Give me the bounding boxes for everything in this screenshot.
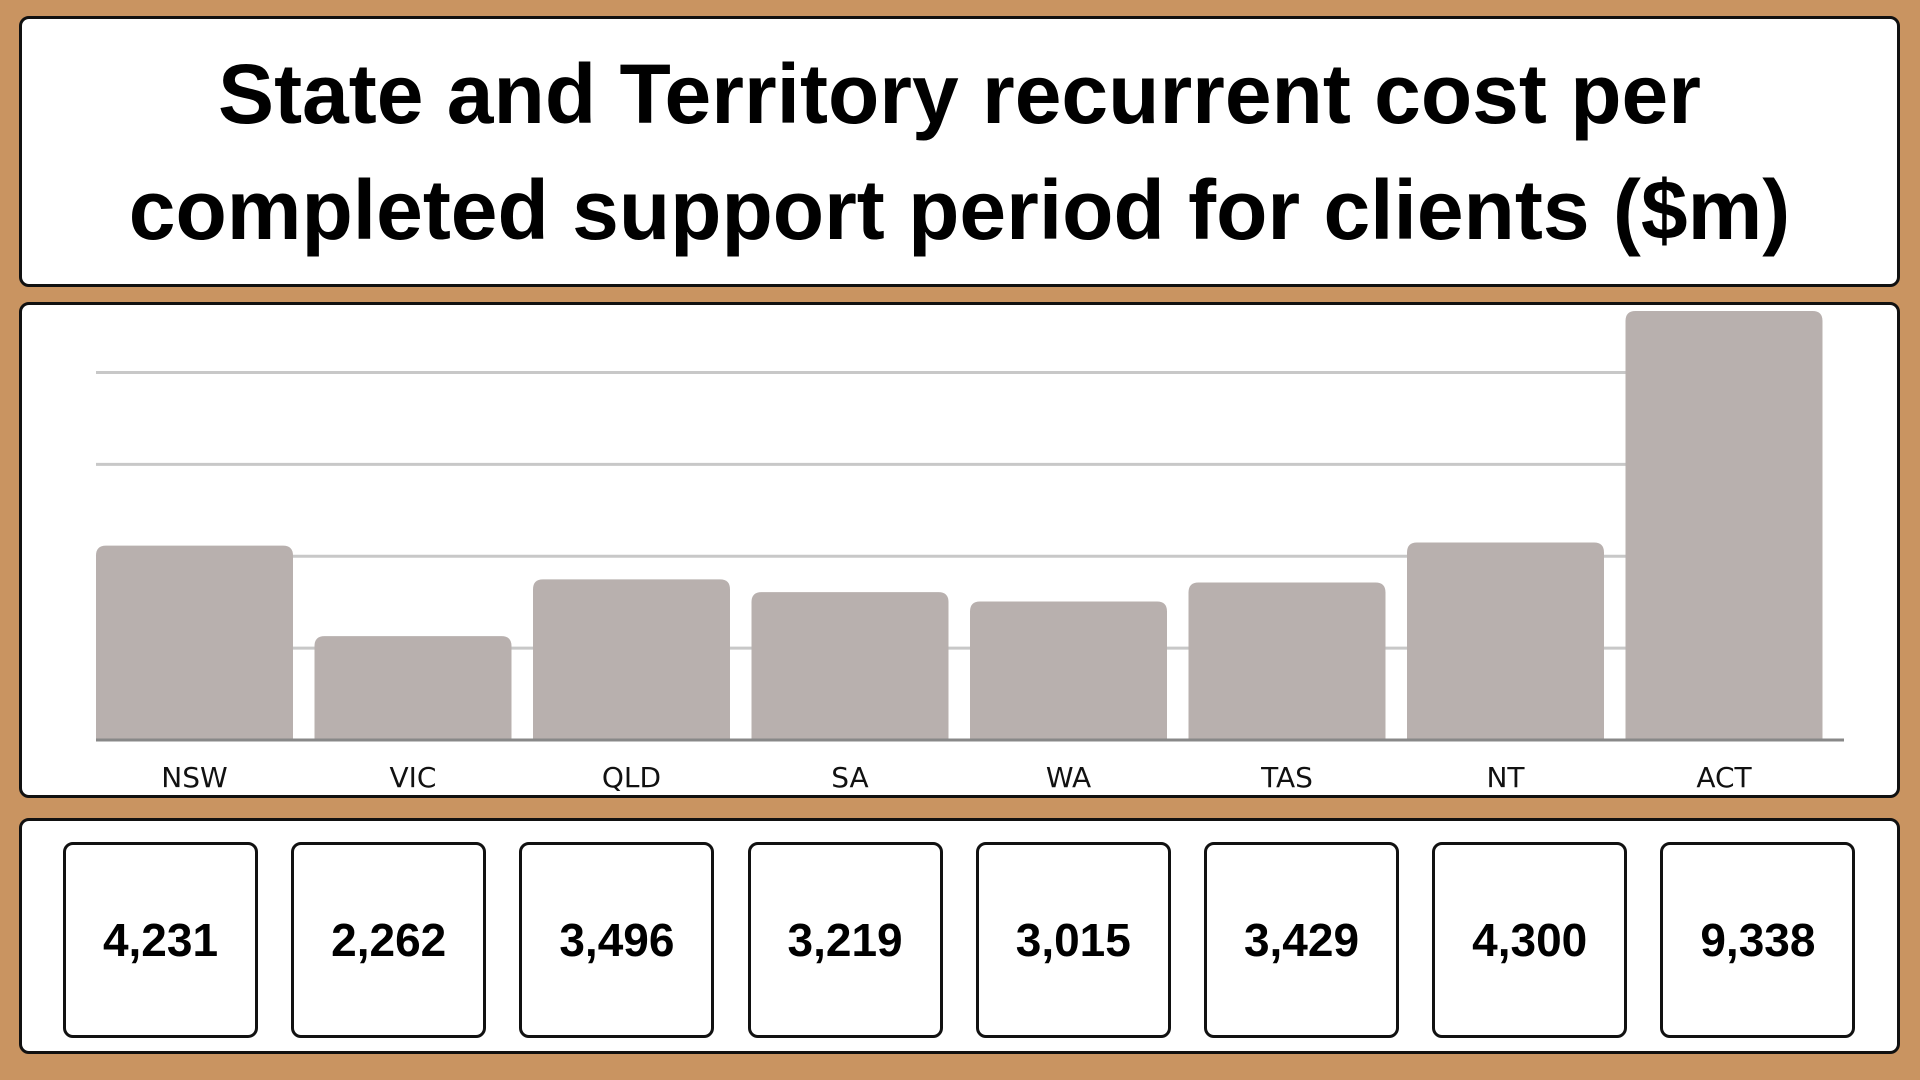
x-tick-label-vic: VIC	[390, 761, 437, 794]
bar-qld	[533, 579, 730, 740]
value-box-vic: 2,262	[291, 842, 487, 1038]
bar-tas	[1188, 582, 1386, 740]
value-box-qld: 3,496	[519, 842, 715, 1038]
x-tick-label-tas: TAS	[1260, 761, 1313, 794]
title-panel: State and Territory recurrent cost per c…	[19, 16, 1900, 287]
bar-chart: NSW VIC QLD SA WA TAS NT ACT	[96, 311, 1844, 794]
value-box-tas: 3,429	[1204, 842, 1399, 1038]
bar-nt	[1407, 542, 1604, 740]
value-box-wa: 3,015	[975, 842, 1171, 1038]
value-box-nsw: 4,231	[63, 842, 258, 1038]
x-tick-label-act: ACT	[1696, 761, 1752, 794]
bar-nsw	[96, 545, 293, 740]
chart-title: State and Territory recurrent cost per c…	[128, 46, 1791, 257]
x-tick-label-qld: QLD	[602, 761, 661, 794]
bar-vic	[314, 636, 512, 740]
x-tick-label-sa: SA	[831, 761, 868, 794]
bar-sa	[751, 592, 949, 740]
value-box-sa: 3,219	[747, 842, 943, 1038]
values-panel: 4,231 2,262 3,496 3,219 3,015 3,429 4,300 9,338	[19, 818, 1900, 1054]
value-box-nt: 4,300	[1432, 842, 1628, 1038]
x-tick-label-nsw: NSW	[161, 761, 227, 794]
value-box-act: 9,338	[1660, 842, 1856, 1038]
chart-panel: NSW VIC QLD SA WA TAS NT ACT	[19, 302, 1900, 798]
bar-wa	[970, 601, 1167, 740]
x-tick-label-wa: WA	[1046, 761, 1091, 794]
bar-act	[1625, 311, 1823, 740]
x-tick-label-nt: NT	[1486, 761, 1525, 794]
